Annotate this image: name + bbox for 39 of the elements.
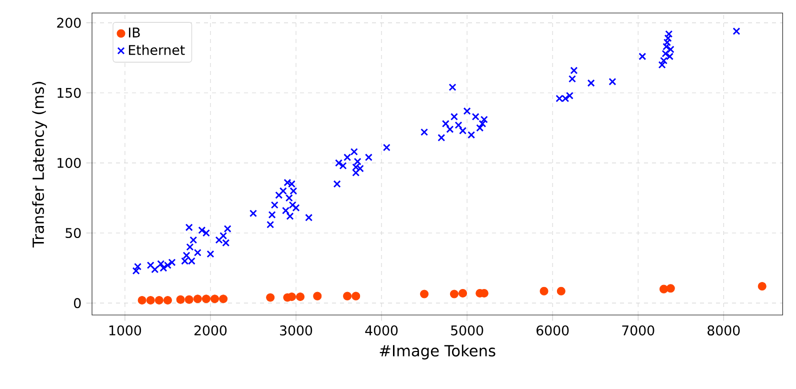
- point: [352, 292, 360, 300]
- x-tick-label: 5000: [451, 325, 484, 336]
- point: [138, 296, 146, 305]
- y-tick-label: 0: [74, 298, 81, 308]
- legend-label: Ethernet: [128, 44, 185, 56]
- point: [556, 286, 566, 296]
- point: [296, 292, 305, 302]
- x-tick-label: 1000: [109, 325, 142, 336]
- point: [666, 284, 675, 293]
- point: [202, 294, 210, 304]
- y-tick-label: 150: [58, 88, 81, 98]
- point: [210, 294, 220, 304]
- point: [184, 295, 194, 304]
- point: [163, 296, 172, 305]
- y-tick-label: 100: [58, 158, 81, 168]
- point: [450, 290, 458, 298]
- point: [540, 286, 548, 296]
- legend-label: IB: [128, 28, 140, 38]
- point: [193, 294, 202, 304]
- y-tick-label: 50: [66, 228, 81, 238]
- y-axis-title: Transfer Latency (ms): [32, 82, 47, 248]
- point: [420, 290, 429, 298]
- point: [313, 292, 322, 300]
- x-tick-label: 8000: [708, 325, 740, 336]
- point: [154, 296, 164, 305]
- point: [219, 294, 228, 304]
- point: [146, 296, 155, 305]
- y-tick-label: 200: [57, 18, 81, 28]
- x-tick-label: 7000: [622, 325, 654, 336]
- x-tick-label: 3000: [280, 325, 312, 336]
- x-tick-label: 6000: [536, 325, 569, 336]
- x-axis-title: #Image Tokens: [380, 344, 496, 360]
- x-tick-label: 2000: [194, 325, 227, 336]
- point: [758, 282, 766, 291]
- point: [458, 288, 468, 298]
- point: [343, 292, 352, 300]
- point: [266, 293, 275, 302]
- point: [176, 295, 185, 304]
- x-tick-label: 4000: [365, 325, 398, 336]
